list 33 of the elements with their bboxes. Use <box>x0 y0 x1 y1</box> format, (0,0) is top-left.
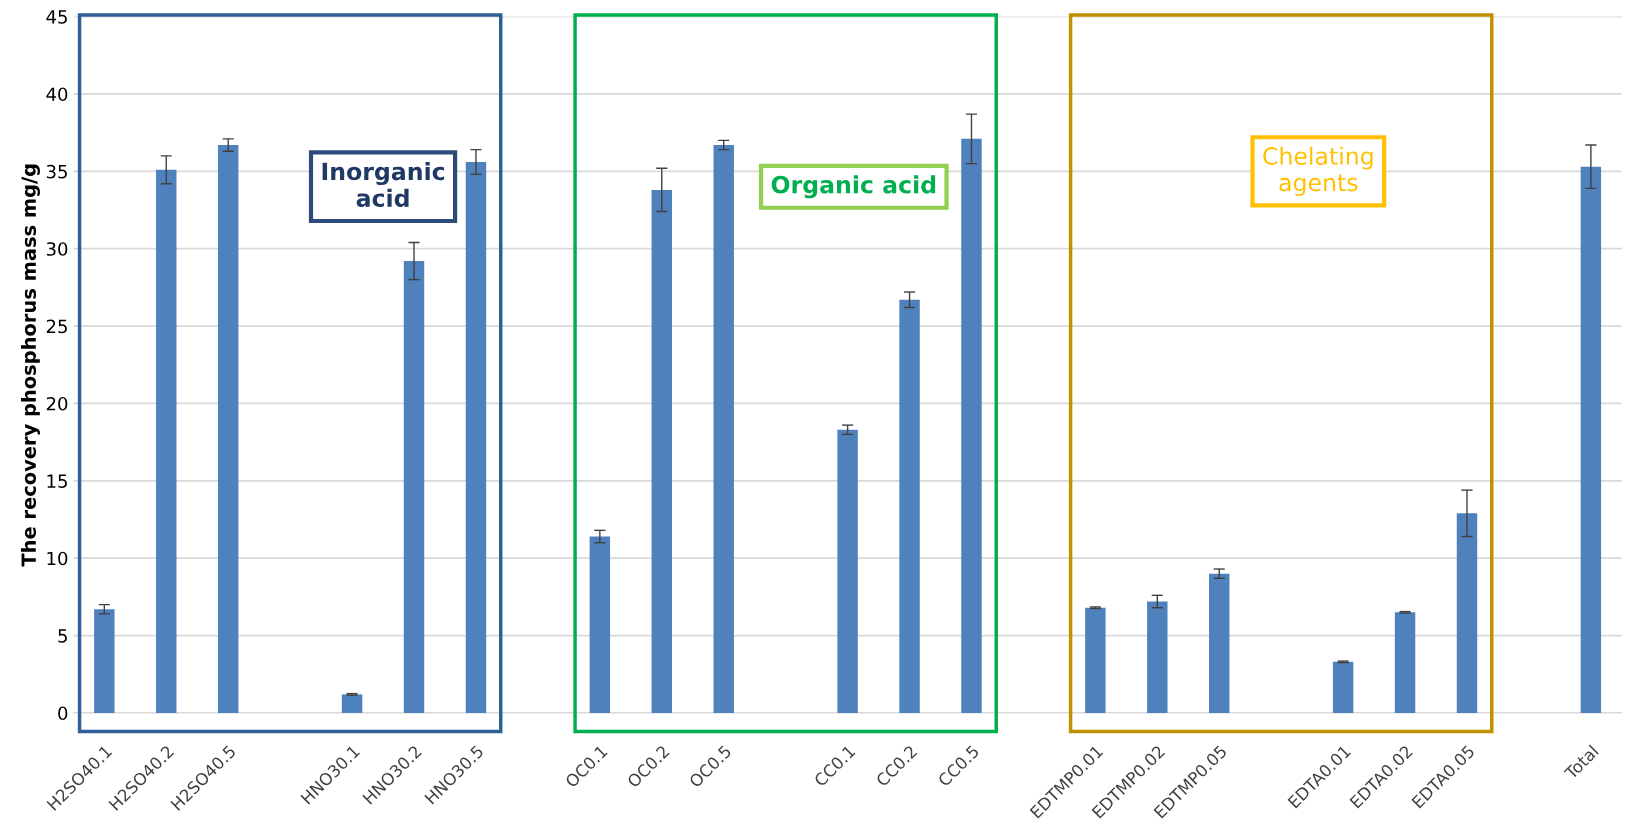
bar <box>465 162 487 713</box>
bar <box>713 145 734 713</box>
annotation: Organic acid <box>771 175 936 199</box>
annotation: Chelating agents <box>1263 146 1373 196</box>
bar <box>1332 661 1354 713</box>
bar <box>156 169 177 713</box>
annotation: Inorganic acid <box>322 162 445 207</box>
bar <box>837 429 858 713</box>
y-tick-label: 5 <box>58 629 67 643</box>
bar <box>1394 612 1416 713</box>
bar <box>651 189 672 713</box>
bar <box>899 299 920 713</box>
bar <box>94 609 115 713</box>
y-tick-label: 10 <box>47 551 68 566</box>
bar <box>217 145 239 713</box>
y-axis-title: The recovery phosphorus mass mg/g <box>20 164 40 567</box>
bar <box>1580 166 1602 713</box>
y-tick-label: 25 <box>46 319 67 334</box>
bar <box>341 694 363 713</box>
bar <box>589 536 611 713</box>
bar <box>961 138 982 713</box>
y-tick-label: 45 <box>46 10 67 24</box>
bar <box>1456 513 1478 713</box>
bar <box>1147 601 1168 713</box>
bar <box>1085 607 1106 713</box>
y-tick-label: 40 <box>46 87 68 102</box>
y-tick-label: 20 <box>46 396 68 411</box>
y-tick-label: 0 <box>58 706 68 721</box>
bar <box>1209 573 1230 713</box>
y-tick-label: 30 <box>46 242 68 256</box>
y-tick-label: 15 <box>47 474 67 488</box>
bar <box>403 261 425 713</box>
y-tick-label: 35 <box>46 164 67 179</box>
